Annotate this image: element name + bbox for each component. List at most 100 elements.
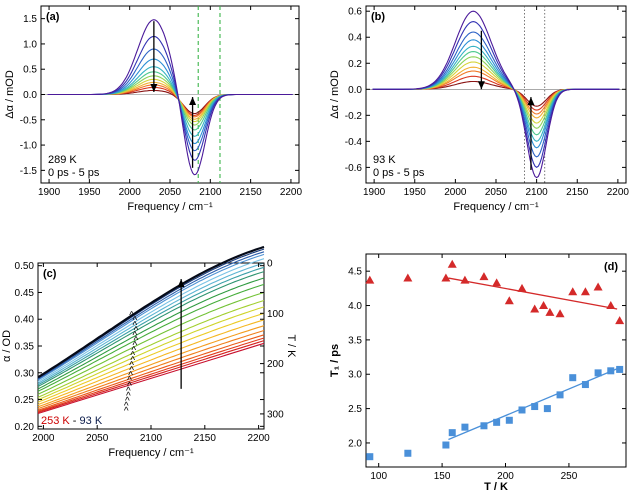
plot-frame-b [365,5,627,184]
data-point-square [404,449,412,457]
data-point-square [607,367,615,375]
x-tick-label-d: 150 [434,471,451,482]
legend-hot-temp: 253 K [41,415,70,427]
data-point-triangle [530,304,540,313]
temperature-annotation-a: 289 K [48,154,77,166]
peak-position-marker: ^ [134,325,139,336]
x-tick-label-c: 2050 [86,433,109,444]
x-tick-label-a: 1900 [38,187,61,198]
absorption-curve [37,312,265,403]
y-tick-label-b: 0.0 [348,85,362,96]
y-axis-label-b: Δα / mOD [329,70,341,119]
absorption-curve [37,251,265,380]
x-tick-label-a: 2150 [240,187,263,198]
panel-label-a: (a) [46,11,60,23]
temperature-range-legend: 253 K - 93 K [41,415,103,427]
absorption-curve [37,329,265,410]
peak-position-marker: ^ [128,371,133,382]
x-tick-label-d: 100 [370,471,387,482]
x-tick-label-b: 2200 [607,187,630,198]
spectrum-trace-b [372,80,620,107]
y-axis-label-d: T₁ / ps [329,344,341,377]
data-point-triangle [593,282,603,291]
peak-position-marker: ^ [133,341,138,352]
absorption-curve [37,337,265,413]
y-axis-label-a: Δα / mOD [4,70,16,119]
x-tick-label-a: 1950 [78,187,101,198]
absorption-curve [37,266,265,386]
panel-label-c: (c) [43,268,57,280]
y-tick-label-b: -0.2 [345,111,363,122]
y-tick-label-d: 3.5 [348,335,362,346]
data-point-square [569,374,577,382]
x-tick-label-a: 2000 [119,187,142,198]
y-tick-label-b: -0.4 [345,137,363,148]
y-tick-label-a: 1.5 [23,14,37,25]
spectrum-trace-b [372,31,620,158]
x-tick-label-d: 250 [561,471,578,482]
trend-arrow-a-head [150,83,158,92]
absorption-curve [37,262,265,384]
y-tick-label-d: 4.0 [348,301,362,312]
data-point-square [616,365,624,373]
x-tick-label-b: 1950 [404,187,427,198]
data-point-square [366,453,374,461]
data-point-triangle [545,307,555,316]
x-tick-label-c: 2100 [140,433,163,444]
absorption-curve [37,306,265,401]
absorption-curve [37,299,265,398]
spectrum-trace-b [372,21,620,168]
y-axis-label-c: α / OD [1,330,13,362]
data-point-triangle [568,287,578,296]
peak-position-marker: ^ [129,310,134,321]
data-point-triangle [517,283,527,292]
data-point-square [518,406,526,414]
y-tick-label-c: 0.35 [15,342,35,353]
peak-position-marker: ^ [133,330,138,341]
peak-position-marker: ^ [133,320,138,331]
data-point-square [480,422,488,430]
x-tick-label-c: 2000 [32,433,55,444]
x-tick-label-a: 2050 [159,187,182,198]
absorption-curve [37,258,265,383]
x-axis-label-a: Frequency / cm⁻¹ [127,201,213,213]
y-tick-label-a: -1.5 [20,166,38,177]
legend-separator: - [70,415,80,427]
trend-arrow-b-head [527,97,535,106]
right-tick-label-c: 300 [267,409,284,420]
y-tick-label-c: 0.25 [15,395,35,406]
y-tick-label-c: 0.30 [15,368,35,379]
data-point-triangle [460,275,470,284]
x-tick-label-c: 2150 [194,433,217,444]
y-tick-label-b: -0.6 [345,163,363,174]
data-point-triangle [504,296,514,305]
y-tick-label-d: 2.5 [348,404,362,415]
data-point-triangle [615,316,625,325]
data-point-square [505,416,513,424]
y-tick-label-b: 0.4 [348,33,362,44]
absorption-curve [37,334,265,411]
absorption-curve [37,291,265,395]
temperature-annotation-b: 93 K [373,154,396,166]
x-tick-label-a: 2200 [280,187,303,198]
y-tick-label-c: 0.40 [15,315,35,326]
x-tick-label-b: 2150 [566,187,589,198]
delay-annotation-b: 0 ps - 5 ps [373,167,425,179]
absorption-curve [37,319,265,406]
x-tick-label-b: 1900 [363,187,386,198]
absorption-curve [37,253,265,381]
absorption-curve [37,340,265,414]
data-point-triangle [492,278,502,287]
peak-position-marker: ^ [126,391,131,402]
data-point-square [448,429,456,437]
data-point-triangle [365,275,375,284]
spectrum-trace-a [47,86,293,116]
y-tick-label-a: -0.5 [20,115,38,126]
data-point-triangle [447,259,457,268]
panel-label-b: (b) [371,11,385,23]
x-tick-label-b: 2050 [485,187,508,198]
data-point-square [461,423,469,431]
y-tick-label-d: 2.0 [348,438,362,449]
panel-label-d: (d) [604,261,618,273]
right-tick-label-c: 0 [267,259,273,270]
